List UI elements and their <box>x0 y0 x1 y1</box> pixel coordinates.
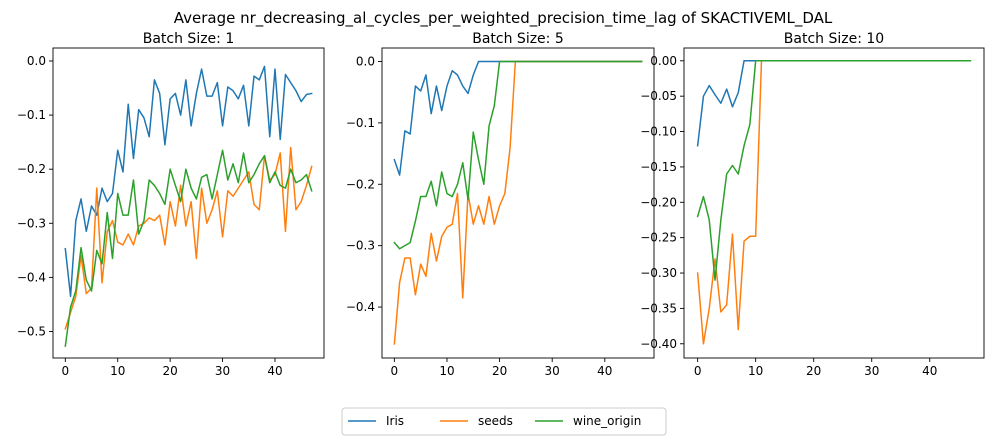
series-lines <box>696 60 972 345</box>
y-tick-label: −0.4 <box>346 300 375 314</box>
x-tick-label: 30 <box>864 364 879 378</box>
legend-frame <box>341 407 667 436</box>
figure-title: Average nr_decreasing_al_cycles_per_weig… <box>174 9 833 28</box>
y-tick-label: −0.2 <box>17 162 46 176</box>
y-tick-label: −0.35 <box>640 301 677 315</box>
series-line-seeds <box>393 60 643 345</box>
y-tick-label: −0.20 <box>640 195 677 209</box>
series-line-Iris <box>696 60 972 147</box>
y-tick-label: −0.30 <box>640 266 677 280</box>
series-line-Iris <box>393 60 643 176</box>
x-tick-label: 0 <box>61 364 69 378</box>
y-tick-label: −0.40 <box>640 337 677 351</box>
y-tick-label: −0.3 <box>17 216 46 230</box>
x-tick-label: 30 <box>545 364 560 378</box>
series-line-seeds <box>64 146 313 330</box>
series-line-seeds <box>696 60 972 345</box>
x-tick-label: 30 <box>215 364 230 378</box>
x-tick-label: 10 <box>439 364 454 378</box>
subplot-3: Batch Size: 10 0 10 20 30 40 −0.40 −0.35 −0.30 −0… <box>640 31 985 378</box>
subplot-1: Batch Size: 1 0 10 20 30 40 −0.5 −0.4 −0.3 −0.2 −0… <box>17 31 325 378</box>
series-line-wine_origin <box>393 60 643 250</box>
legend-label-seeds: seeds <box>478 414 513 428</box>
subplot-title: Batch Size: 1 <box>143 31 235 47</box>
series-lines <box>64 65 313 347</box>
series-line-Iris <box>64 65 313 298</box>
series-lines <box>393 60 643 345</box>
series-line-wine_origin <box>696 60 972 281</box>
x-tick-label: 40 <box>597 364 612 378</box>
y-tick-label: −0.1 <box>346 116 375 130</box>
x-tick-label: 20 <box>163 364 178 378</box>
legend-label-Iris: Iris <box>386 414 404 428</box>
y-tick-label: 0.0 <box>27 54 46 68</box>
x-tick-label: 0 <box>391 364 399 378</box>
y-tick-label: −0.5 <box>17 324 46 338</box>
y-tick-label: 0.00 <box>650 54 677 68</box>
axes-frame <box>683 47 985 359</box>
x-tick-label: 20 <box>806 364 821 378</box>
x-tick-label: 10 <box>110 364 125 378</box>
x-tick-label: 10 <box>748 364 763 378</box>
y-tick-label: −0.3 <box>346 239 375 253</box>
y-tick-label: −0.10 <box>640 125 677 139</box>
y-tick-label: −0.25 <box>640 231 677 245</box>
axes-frame <box>52 47 325 359</box>
legend-label-wine_origin: wine_origin <box>573 414 641 428</box>
subplot-title: Batch Size: 10 <box>784 31 884 47</box>
y-tick-label: 0.0 <box>356 55 375 69</box>
y-tick-label: −0.1 <box>17 108 46 122</box>
legend: Iris seeds wine_origin <box>341 407 667 436</box>
x-tick-label: 40 <box>267 364 282 378</box>
y-tick-label: −0.15 <box>640 160 677 174</box>
axes-frame <box>381 47 655 359</box>
series-line-wine_origin <box>64 149 313 347</box>
y-tick-label: −0.05 <box>640 89 677 103</box>
subplot-title: Batch Size: 5 <box>472 31 564 47</box>
x-tick-label: 40 <box>922 364 937 378</box>
subplots: Batch Size: 10 10 20 30 40−0.5−0.4−0.3−0.2−0… <box>17 31 985 378</box>
x-tick-label: 20 <box>492 364 507 378</box>
subplot-2: Batch Size: 5 0 10 20 30 40 −0.4 −0.3 −0.2 −0.1 0.… <box>346 31 655 378</box>
x-tick-label: 0 <box>694 364 702 378</box>
y-tick-label: −0.2 <box>346 177 375 191</box>
y-tick-label: −0.4 <box>17 270 46 284</box>
